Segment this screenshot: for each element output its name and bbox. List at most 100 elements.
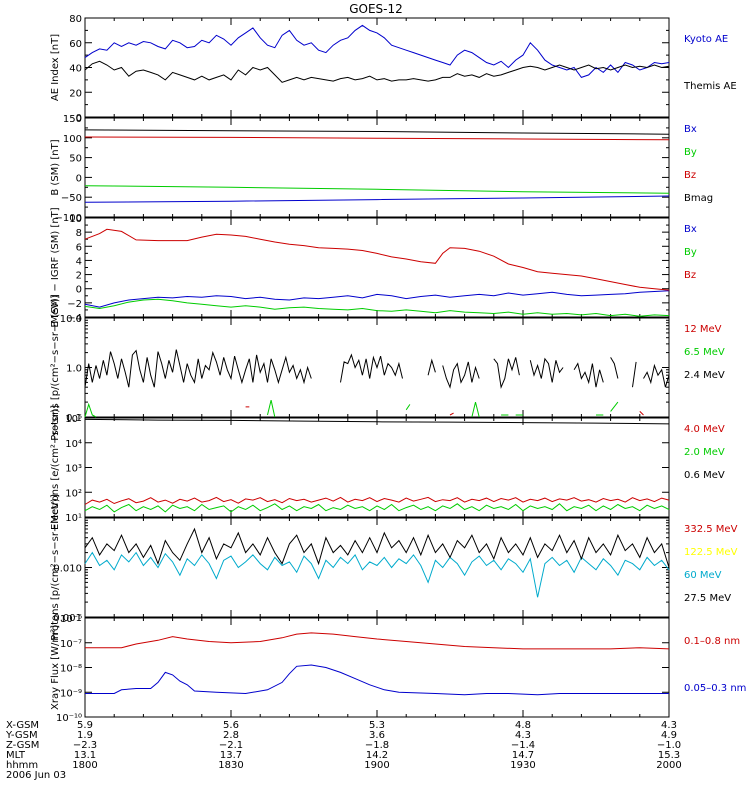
y-tick-label: 10²: [65, 488, 82, 499]
y-tick-label: 8: [76, 228, 82, 239]
y-tick-label: 0.001: [53, 613, 82, 624]
y-tick-label: −50: [61, 193, 82, 204]
y-tick-label: 0.010: [53, 564, 82, 575]
x-tick-label: 13.1: [74, 750, 96, 761]
series-line-4-0-mev: [84, 496, 670, 505]
x-tick-label: 2.8: [223, 730, 239, 741]
x-tick-label: 1930: [510, 760, 535, 771]
y-axis-label: Protons [p/(cm²−s−sr−MeV)]: [50, 494, 61, 641]
y-tick-label: 100: [63, 134, 82, 145]
series-line-0-1-0-8-nm: [85, 632, 670, 650]
series-line-by: [84, 298, 670, 317]
chart-title: GOES-12: [349, 2, 403, 16]
y-tick-label: 10⁴: [65, 439, 82, 450]
y-tick-label: 10⁻⁸: [60, 664, 82, 675]
x-tick-label: 1830: [218, 760, 243, 771]
x-tick-label: −1.0: [657, 740, 681, 751]
legend-label: 27.5 MeV: [684, 593, 731, 604]
y-tick-label: 0.1: [66, 413, 82, 424]
y-tick-label: −4: [67, 313, 82, 324]
x-tick-label: 13.7: [220, 750, 242, 761]
x-axis-table: X-GSM 5.9 5.6 5.3 4.8 4.3Y-GSM 1.9 2.8 3.6 4.3 4.9…: [5, 720, 682, 781]
series-line-bx: [84, 290, 670, 308]
panel-5: 10¹ 10² 10³ 10⁴ 10⁵ Electrons [e/(cm²−s−sr)] 4…: [50, 405, 725, 530]
legend-label: 2.4 MeV: [684, 370, 725, 381]
y-tick-label: 10: [69, 214, 82, 225]
legend-label: Themis AE: [683, 81, 737, 92]
legend-label: 4.0 MeV: [684, 424, 725, 435]
x-tick-label: 3.6: [369, 730, 385, 741]
panel-frame: [84, 417, 670, 518]
series-line-themis-ae: [84, 60, 670, 83]
x-row-label: Y-GSM: [5, 730, 38, 741]
legend-label: 60 MeV: [684, 570, 722, 581]
y-tick-label: 150: [63, 114, 82, 125]
y-tick-label: 4: [76, 256, 82, 267]
y-tick-label: 10¹: [65, 513, 82, 524]
y-tick-label: 10.0: [60, 314, 82, 325]
series-line-bz: [84, 136, 670, 141]
y-tick-label: 10⁻⁷: [60, 639, 82, 650]
x-row-label: X-GSM: [6, 720, 39, 731]
x-tick-label: 1.9: [77, 730, 93, 741]
y-tick-label: −100: [55, 213, 82, 224]
y-axis-label: Protons [p/(cm²−s−sr−MeV)]: [50, 294, 61, 441]
y-axis-label: B (SM) − IGRF (SM) [nT]: [50, 207, 61, 327]
series-line-by: [84, 185, 670, 194]
x-tick-label: 1900: [364, 760, 389, 771]
legend-label: Bx: [684, 224, 697, 235]
y-tick-label: 10⁵: [65, 414, 82, 425]
legend-label: Bmag: [684, 193, 713, 204]
y-tick-label: 10⁻⁹: [60, 688, 82, 699]
series-line-6-5-mev: [84, 399, 619, 418]
legend-label: 12 MeV: [684, 324, 722, 335]
x-tick-label: −2.1: [219, 740, 243, 751]
x-tick-label: 4.3: [661, 720, 677, 731]
x-tick-label: 2000: [656, 760, 681, 771]
y-tick-label: 80: [69, 14, 82, 25]
legend-label: By: [684, 247, 697, 258]
legend-label: 122.5 MeV: [684, 547, 738, 558]
x-row-label: hhmm: [6, 760, 38, 771]
y-tick-label: 40: [69, 64, 82, 75]
series-line-0-6-mev: [84, 418, 670, 425]
x-row-label: Z-GSM: [6, 740, 39, 751]
y-axis-label: B (SM) [nT]: [50, 139, 61, 195]
x-tick-label: 15.3: [658, 750, 680, 761]
legend-label: 332.5 MeV: [684, 524, 738, 535]
y-tick-label: −2: [67, 299, 82, 310]
panel-frame: [84, 117, 670, 218]
series-line-bx: [84, 195, 670, 203]
panel-frame: [84, 617, 670, 718]
x-tick-label: 14.7: [512, 750, 534, 761]
x-tick-label: −1.8: [365, 740, 389, 751]
x-tick-label: 4.9: [661, 730, 677, 741]
y-tick-label: 10⁻⁶: [60, 614, 82, 625]
legend-label: Bz: [684, 270, 696, 281]
panel-3: −4 −2 0 2 4 6 8 10 B (SM) − IGRF (SM) [nT] Bx By Bz: [50, 207, 697, 327]
y-axis-label: Xray Flux [W/m²]: [50, 625, 61, 710]
y-tick-label: 60: [69, 39, 82, 50]
legend-label: Kyoto AE: [684, 34, 728, 45]
x-tick-label: 5.9: [77, 720, 93, 731]
y-tick-label: 50: [69, 154, 82, 165]
series-line-bmag: [84, 129, 670, 135]
series-line-2-4-mev: [84, 349, 670, 390]
y-tick-label: 6: [76, 242, 82, 253]
series-line-60-mev: [84, 551, 670, 598]
panel-frame: [84, 517, 670, 618]
y-tick-label: 1.0: [66, 364, 82, 375]
legend-label: 0.05–0.3 nm: [684, 683, 746, 694]
legend-label: 6.5 MeV: [684, 347, 725, 358]
x-tick-label: 5.6: [223, 720, 239, 731]
legend-label: Bx: [684, 124, 697, 135]
series-line-27-5-mev: [84, 527, 670, 568]
y-tick-label: 0: [76, 285, 82, 296]
y-tick-label: 10³: [65, 464, 82, 475]
legend-label: 0.6 MeV: [684, 470, 725, 481]
legend-label: By: [684, 147, 697, 158]
